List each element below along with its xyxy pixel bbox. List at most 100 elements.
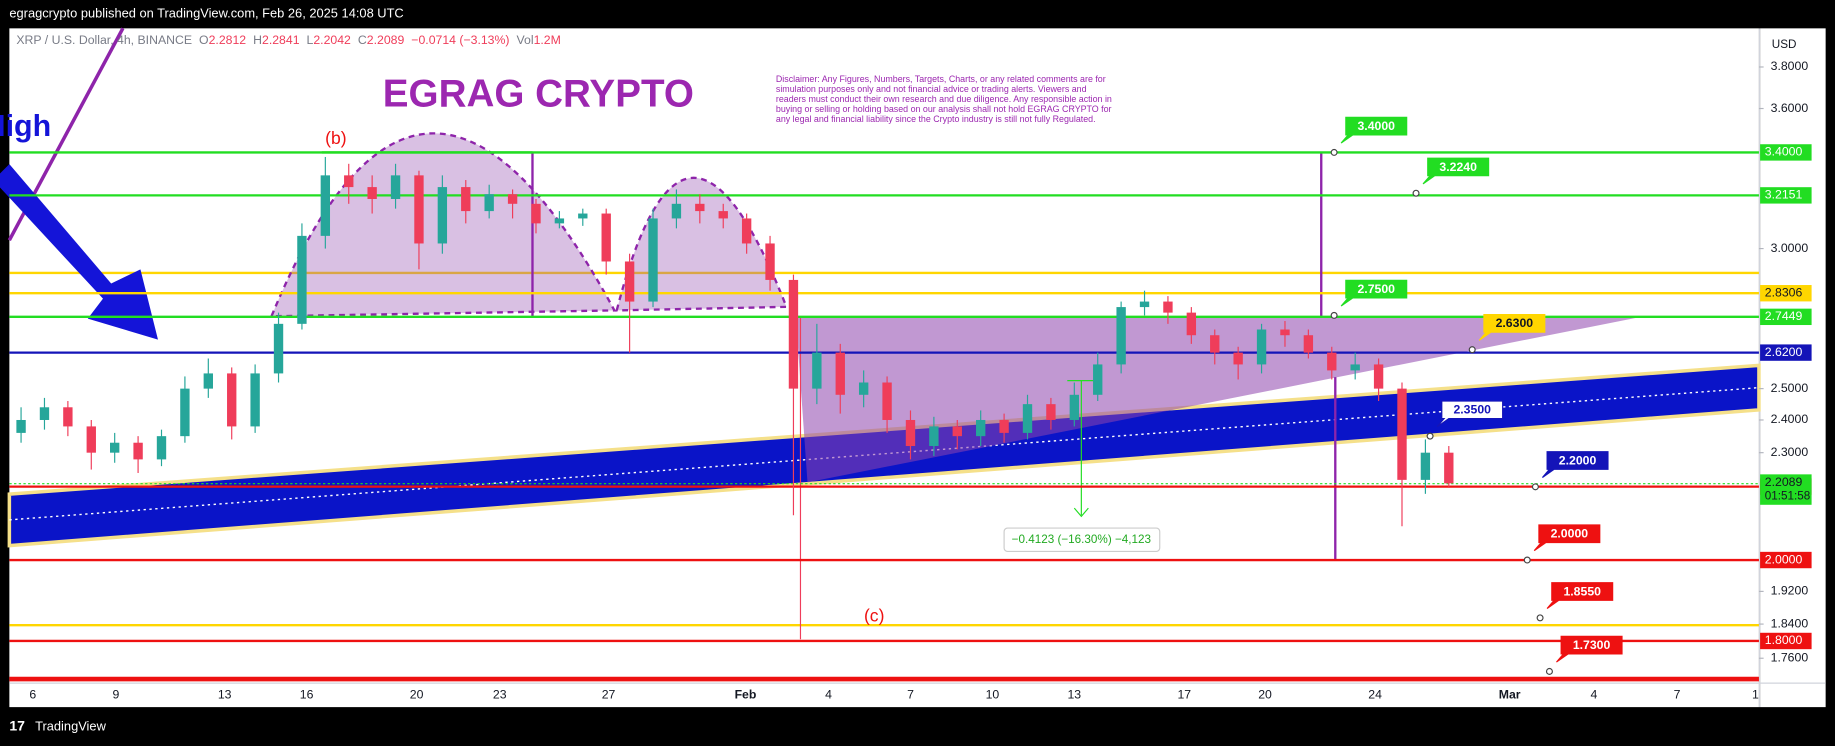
currency: USD — [1772, 38, 1797, 51]
callout-box — [1533, 524, 1601, 552]
x-tick-label: 4 — [1591, 688, 1598, 702]
x-tick-label: 4 — [825, 688, 832, 702]
candle-body — [320, 175, 331, 236]
legend-value: 1.2M — [534, 33, 561, 47]
disclaimer-line: Disclaimer: Any Figures, Numbers, Target… — [776, 74, 1106, 84]
footer: TradingView — [35, 718, 106, 733]
level-tag — [1760, 632, 1812, 650]
candle-body — [835, 352, 845, 395]
level-label: 3.4000 — [1765, 145, 1803, 159]
range-label: −0.4123 (−16.30%) −4,123 — [1012, 533, 1151, 546]
candle-body — [437, 187, 448, 244]
x-tick-label: 23 — [493, 688, 507, 702]
candle-body — [976, 419, 986, 437]
y-tick-label: 1.7600 — [1771, 650, 1809, 664]
candle-body — [1350, 364, 1360, 371]
candle-body — [1444, 452, 1454, 484]
callout-label: 1.8550 — [1563, 584, 1601, 598]
candle-body — [882, 382, 892, 420]
candle-body — [812, 352, 822, 389]
candle-body — [273, 323, 284, 374]
callout-point — [1426, 432, 1434, 440]
y-tick-label: 1.8400 — [1771, 616, 1809, 630]
x-tick-label: Feb — [735, 688, 757, 702]
callout-label: 2.2000 — [1559, 453, 1597, 467]
legend-key: Vol — [517, 33, 534, 47]
callout-box — [1340, 279, 1408, 307]
y-tick-label: 2.3000 — [1771, 445, 1809, 459]
callout-box — [1541, 451, 1609, 478]
candle-body — [1420, 452, 1431, 480]
candle-body — [16, 419, 26, 433]
candle-body — [1327, 352, 1337, 371]
candle-body — [788, 279, 799, 389]
callout-point — [1536, 614, 1544, 622]
candle-body — [250, 373, 260, 427]
candle-body — [110, 442, 120, 453]
title: EGRAG CRYPTO — [383, 72, 694, 115]
logo: 17 — [9, 718, 25, 734]
candle-body — [1093, 364, 1103, 395]
current-tag — [1760, 474, 1812, 505]
candle-body — [1163, 301, 1173, 313]
y-tick-label: 3.0000 — [1771, 241, 1809, 255]
candle-body — [367, 187, 377, 199]
x-tick-label: Mar — [1499, 688, 1521, 702]
y-tick-label: 2.4000 — [1771, 412, 1809, 426]
legend-value: 2.2812 — [209, 33, 247, 47]
candle-body — [414, 175, 424, 244]
candle-body — [718, 211, 728, 219]
candle-body — [1303, 335, 1314, 353]
level-tag — [1760, 144, 1812, 161]
x-tick-label: 13 — [1067, 688, 1081, 702]
candle-body — [578, 213, 588, 219]
candle-body — [1069, 394, 1079, 420]
level-label: 2.8306 — [1765, 285, 1803, 299]
candle-body — [390, 175, 401, 199]
callout-box — [1478, 313, 1546, 341]
candle-body — [1186, 312, 1197, 336]
candle-body — [156, 436, 167, 460]
callout-box — [1546, 582, 1614, 609]
level-tag — [1760, 551, 1812, 569]
callout-box — [1422, 157, 1490, 185]
x-tick-label: 10 — [986, 688, 1000, 702]
legend-key: H — [253, 33, 262, 47]
callout-label: 2.7500 — [1357, 282, 1395, 296]
y-tick-label: 3.8000 — [1771, 59, 1809, 73]
legend-value: −0.0714 (−3.13%) — [411, 33, 509, 47]
candle-body — [554, 218, 565, 224]
legend-key: O — [199, 33, 209, 47]
legend-value: 2.2042 — [313, 33, 351, 47]
candle-body — [695, 203, 705, 212]
label-b: (b) — [325, 128, 346, 148]
level-label: 3.2151 — [1765, 188, 1803, 202]
drawings — [0, 27, 1761, 682]
candle-body — [297, 235, 307, 324]
callout-label: 2.6300 — [1496, 316, 1534, 330]
candle-body — [1280, 329, 1290, 336]
x-tick-label: 13 — [218, 688, 232, 702]
candle-body — [203, 373, 213, 389]
candle-body — [671, 203, 682, 219]
header: egragcrypto published on TradingView.com… — [9, 6, 403, 21]
candle-body — [1210, 335, 1220, 353]
disclaimer-line: simulation purposes only and not financi… — [776, 84, 1087, 94]
candle-body — [1256, 329, 1267, 365]
level-label: 2.7449 — [1765, 309, 1803, 323]
overlays: −0.4123 (−16.30%) −4,123 EGRAG CRYPTO (b… — [0, 33, 1796, 733]
legend-key: L — [307, 33, 314, 47]
candle-body — [952, 426, 962, 437]
candle-body — [765, 243, 775, 280]
candle-body — [905, 419, 916, 447]
level-tag — [1760, 187, 1812, 204]
candle-body — [1233, 352, 1243, 365]
candle-body — [929, 426, 939, 447]
callout-label: 1.7300 — [1573, 638, 1611, 652]
range-arrow — [1073, 507, 1089, 518]
y-tick-label: 3.6000 — [1771, 101, 1809, 115]
callout-label: 2.3500 — [1453, 403, 1491, 417]
candle-body — [601, 213, 611, 262]
x-tick-label: 20 — [410, 688, 424, 702]
